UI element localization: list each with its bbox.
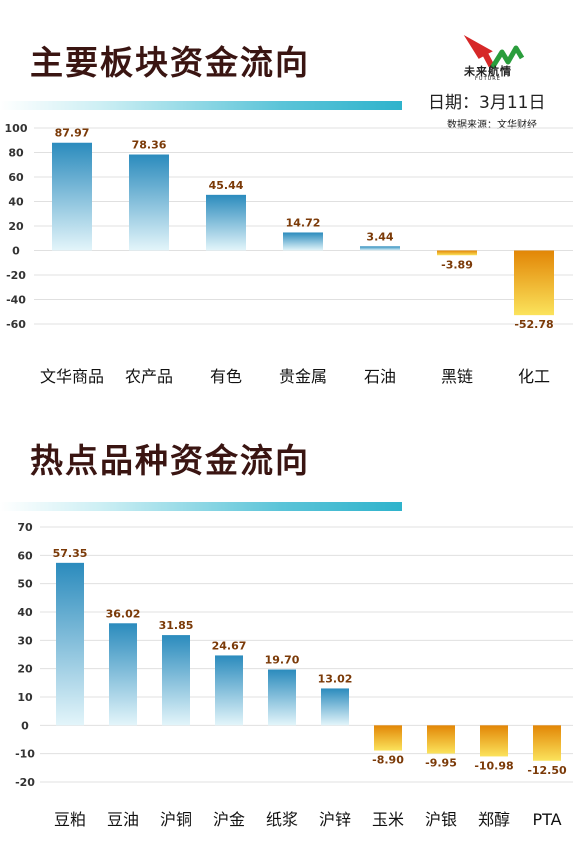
sector-fund-flow-chart: 100 80 60 40 20 0 -20 -40 -60 87.97 文华商品 78.36 农产品 45… — [5, 122, 573, 386]
logo-subtitle: FUTURE — [475, 76, 501, 82]
bar — [533, 725, 561, 761]
logo-name: 未来航情 — [464, 65, 512, 78]
bar — [480, 725, 508, 757]
y-tick-label: 70 — [17, 521, 33, 534]
bar — [374, 725, 402, 751]
y-tick-label: 0 — [12, 245, 20, 258]
x-category-label: 沪铜 — [160, 810, 192, 829]
x-category-label: 化工 — [518, 367, 550, 386]
x-category-label: 豆油 — [107, 810, 139, 829]
x-category-label: 沪银 — [425, 810, 457, 829]
x-category-label: 纸浆 — [266, 810, 298, 829]
y-tick-label: -20 — [15, 776, 35, 789]
date-label: 日期：3月11日 — [428, 93, 546, 113]
y-tick-label: 0 — [21, 719, 29, 732]
bar — [129, 154, 169, 251]
y-tick-label: 60 — [17, 549, 33, 562]
data-label: -9.95 — [425, 757, 457, 770]
bar — [215, 655, 243, 726]
data-label: 78.36 — [132, 139, 167, 152]
x-category-label: 玉米 — [372, 810, 404, 829]
data-label: -12.50 — [527, 764, 567, 777]
bar — [268, 669, 296, 726]
data-label: 13.02 — [318, 672, 353, 685]
x-category-label: 石油 — [364, 367, 396, 386]
x-category-label: 郑醇 — [478, 810, 510, 829]
bar — [427, 725, 455, 754]
data-label: -3.89 — [441, 258, 473, 271]
x-category-label: 黑链 — [441, 367, 473, 386]
data-label: 36.02 — [106, 607, 141, 620]
x-category-label: 文华商品 — [40, 367, 104, 386]
y-tick-label: 20 — [8, 220, 24, 233]
data-label: 87.97 — [55, 127, 90, 140]
x-category-label: 沪锌 — [319, 810, 351, 829]
bar — [321, 688, 349, 726]
bar — [283, 232, 323, 251]
bar — [514, 250, 554, 316]
bar — [56, 562, 84, 726]
y-tick-label: 10 — [17, 691, 33, 704]
y-tick-label: -60 — [6, 318, 26, 331]
x-category-label: 有色 — [210, 367, 242, 386]
y-tick-label: 50 — [17, 578, 33, 591]
title-underline-bar — [0, 101, 402, 110]
bar — [206, 194, 246, 251]
data-label: -8.90 — [372, 754, 404, 767]
title-underline-bar — [0, 502, 402, 511]
bar — [162, 635, 190, 726]
data-label: 57.35 — [53, 547, 88, 560]
x-category-label: PTA — [532, 810, 561, 829]
bar — [360, 246, 400, 251]
data-label: -52.78 — [514, 318, 553, 331]
bar — [109, 623, 137, 726]
logo-icon — [463, 35, 525, 70]
y-tick-label: 30 — [17, 634, 33, 647]
y-tick-label: -20 — [6, 269, 26, 282]
data-label: 45.44 — [209, 179, 244, 192]
section-title-hot-products: 热点品种资金流向 — [30, 441, 310, 480]
data-label: 24.67 — [212, 639, 247, 652]
data-label: 3.44 — [366, 230, 393, 243]
data-label: 19.70 — [265, 654, 300, 667]
data-source-label: 数据来源：文华财经 — [447, 120, 537, 131]
x-category-label: 农产品 — [125, 367, 173, 386]
product-fund-flow-chart: 70 60 50 40 30 20 10 0 -10 -20 57.35 豆粕 36.02 豆油 31.85… — [15, 521, 573, 829]
y-tick-label: 40 — [8, 196, 24, 209]
section-title-sectors: 主要板块资金流向 — [30, 43, 310, 82]
y-tick-label: 100 — [5, 122, 28, 135]
bar — [52, 142, 92, 251]
x-category-label: 沪金 — [213, 810, 245, 829]
y-tick-label: -10 — [15, 748, 35, 761]
data-label: 14.72 — [286, 216, 321, 229]
y-tick-label: 60 — [8, 171, 24, 184]
data-label: 31.85 — [159, 619, 194, 632]
y-tick-label: 20 — [17, 663, 33, 676]
x-category-label: 贵金属 — [279, 367, 327, 386]
y-tick-label: -40 — [6, 294, 26, 307]
data-label: -10.98 — [474, 759, 513, 772]
y-tick-label: 80 — [8, 147, 24, 160]
y-tick-label: 40 — [17, 606, 33, 619]
bar — [437, 250, 477, 256]
x-category-label: 豆粕 — [54, 810, 86, 829]
